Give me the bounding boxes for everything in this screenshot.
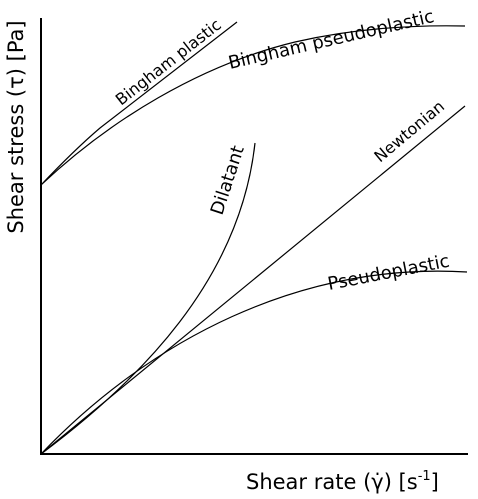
x-axis-title-main: Shear rate (γ̇) [s <box>246 470 418 494</box>
curve-newtonian <box>40 105 466 455</box>
x-axis-title-superscript: -1 <box>418 469 431 484</box>
curve-bingham-pseudoplastic <box>40 25 466 186</box>
label-bingham-plastic: Bingham plastic <box>112 15 225 109</box>
curve-dilatant <box>40 142 256 455</box>
curve-bingham-plastic <box>40 21 238 186</box>
y-axis-title: Shear stress (τ) [Pa] <box>4 20 28 233</box>
label-dilatant: Dilatant <box>207 143 249 217</box>
label-bingham-pseudoplastic: Bingham pseudoplastic <box>226 6 436 74</box>
label-newtonian: Newtonian <box>370 97 448 167</box>
curve-pseudoplastic <box>40 270 468 455</box>
x-axis-title: Shear rate (γ̇) [s-1] <box>246 469 439 494</box>
label-pseudoplastic: Pseudoplastic <box>326 251 451 295</box>
x-axis-title-end: ] <box>431 470 439 494</box>
